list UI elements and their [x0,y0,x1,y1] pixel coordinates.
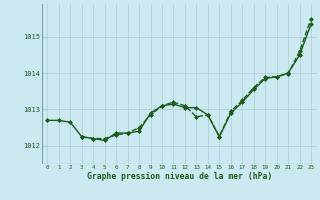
X-axis label: Graphe pression niveau de la mer (hPa): Graphe pression niveau de la mer (hPa) [87,172,272,181]
